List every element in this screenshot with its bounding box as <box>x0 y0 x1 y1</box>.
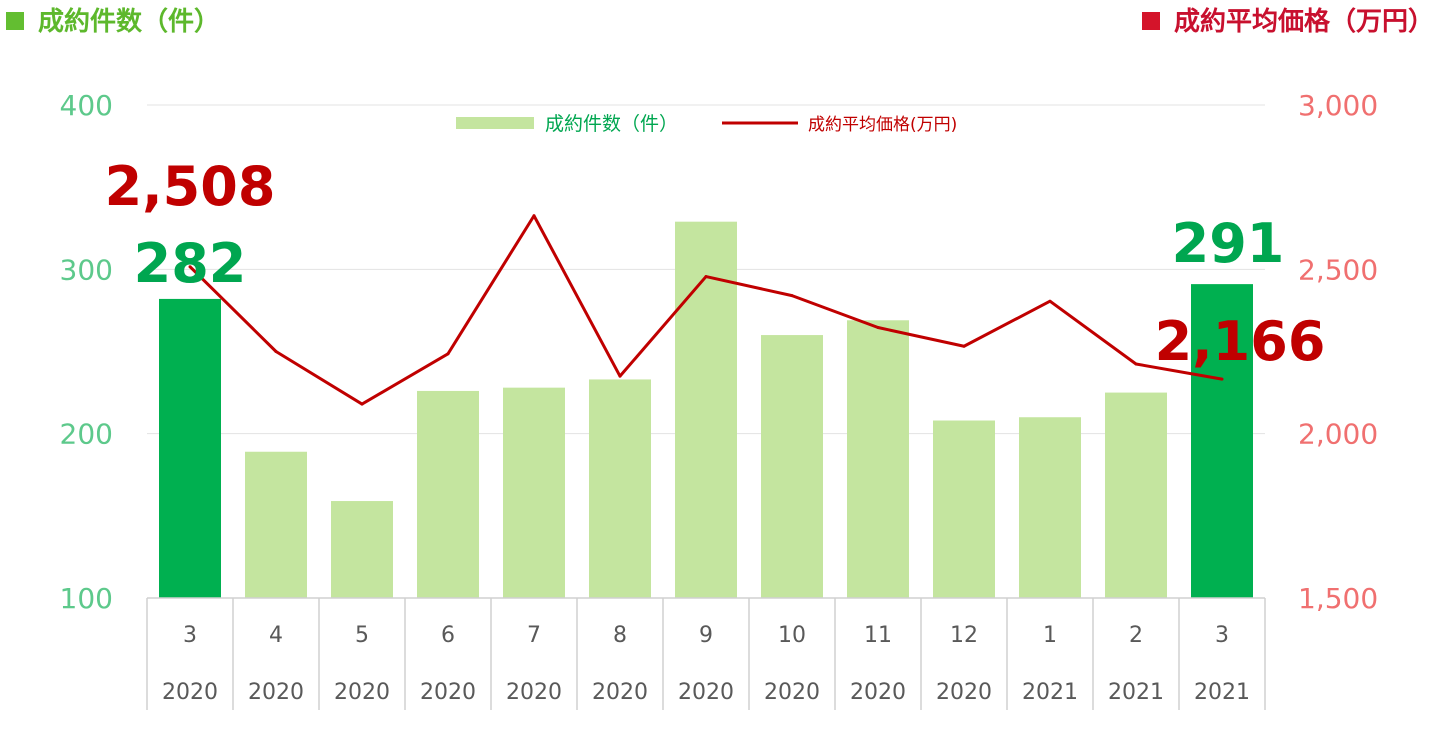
line-series <box>188 214 1224 406</box>
red-square-icon <box>1141 11 1160 30</box>
left-y-tick: 400 <box>60 89 113 122</box>
price-point <box>876 326 880 330</box>
price-point <box>1134 362 1138 366</box>
count-label-last: 291 <box>1172 212 1285 275</box>
x-tick-month: 11 <box>864 623 892 648</box>
x-tick-month: 3 <box>183 623 197 648</box>
bar-highlight <box>1191 284 1253 598</box>
legend-bar-swatch <box>456 117 534 129</box>
left-axis-title-text: 成約件数（件） <box>38 7 221 37</box>
x-tick-month: 8 <box>613 623 627 648</box>
x-tick-year: 2020 <box>248 680 304 705</box>
price-label-first: 2,508 <box>105 155 276 218</box>
x-axis: 3 2020 4 2020 5 2020 6 2020 7 2020 8 2020 9 2020 10 202… <box>146 597 1266 710</box>
x-tick-year: 2020 <box>162 680 218 705</box>
x-tick-month: 4 <box>269 623 283 648</box>
price-point <box>274 350 278 353</box>
x-tick-year: 2020 <box>420 680 476 705</box>
x-tick-month: 10 <box>778 623 806 648</box>
bar-highlight <box>159 298 221 598</box>
price-point <box>446 352 450 356</box>
legend-bar-label: 成約件数（件） <box>545 113 678 135</box>
price-point <box>790 294 794 298</box>
right-y-axis: 1,500 2,000 2,500 3,000 <box>1298 89 1378 615</box>
x-tick-year: 2020 <box>936 680 992 705</box>
bar <box>245 451 307 598</box>
x-tick-month: 5 <box>355 623 369 648</box>
price-point <box>360 402 364 406</box>
bar <box>503 387 565 598</box>
left-y-tick: 300 <box>60 253 113 286</box>
bar <box>761 335 823 598</box>
right-axis-title-text: 成約平均価格（万円） <box>1173 7 1434 37</box>
x-tick-year: 2020 <box>764 680 820 705</box>
price-point <box>618 374 622 378</box>
x-tick-month: 6 <box>441 623 455 648</box>
x-tick-year: 2020 <box>850 680 906 705</box>
left-axis-title: 成約件数（件） <box>6 4 220 40</box>
left-y-tick: 200 <box>60 418 113 451</box>
x-tick-month: 9 <box>699 623 713 648</box>
right-y-tick: 3,000 <box>1298 89 1378 122</box>
x-tick-month: 12 <box>950 623 978 648</box>
x-tick-year: 2020 <box>592 680 648 705</box>
bar <box>1019 417 1081 598</box>
right-y-tick: 2,500 <box>1298 253 1378 286</box>
count-label-first: 282 <box>134 232 247 295</box>
bar <box>417 390 479 598</box>
bar <box>331 501 393 598</box>
x-tick-month: 3 <box>1215 623 1229 648</box>
right-y-tick: 1,500 <box>1298 582 1378 615</box>
x-tick-month: 7 <box>527 623 541 648</box>
price-point <box>188 265 192 269</box>
bar <box>589 379 651 598</box>
legend: 成約件数（件） 成約平均価格(万円) <box>456 113 957 135</box>
x-tick-year: 2021 <box>1022 680 1078 705</box>
left-y-axis: 100 200 300 400 <box>60 89 113 615</box>
price-point <box>1048 299 1052 303</box>
price-point <box>704 275 708 279</box>
x-tick-year: 2021 <box>1108 680 1164 705</box>
x-tick-year: 2020 <box>506 680 562 705</box>
legend-line-label: 成約平均価格(万円) <box>808 115 957 135</box>
x-tick-year: 2020 <box>678 680 734 705</box>
green-square-icon <box>6 11 24 30</box>
bar-series <box>159 221 1253 598</box>
bar <box>933 420 995 598</box>
x-tick-year: 2020 <box>334 680 390 705</box>
x-tick-month: 2 <box>1129 623 1143 648</box>
x-tick-year: 2021 <box>1194 680 1250 705</box>
price-point <box>962 344 966 348</box>
bar <box>1105 392 1167 598</box>
left-y-tick: 100 <box>60 582 113 615</box>
value-annotations: 2,508 282 291 2,166 <box>105 155 1326 373</box>
right-y-tick: 2,000 <box>1298 418 1378 451</box>
bar <box>847 320 909 598</box>
right-axis-title: 成約平均価格（万円） <box>1141 4 1434 40</box>
price-point <box>532 214 536 218</box>
price-label-last: 2,166 <box>1155 310 1326 373</box>
price-point <box>1220 377 1224 381</box>
bar <box>675 221 737 598</box>
x-tick-month: 1 <box>1043 623 1057 648</box>
